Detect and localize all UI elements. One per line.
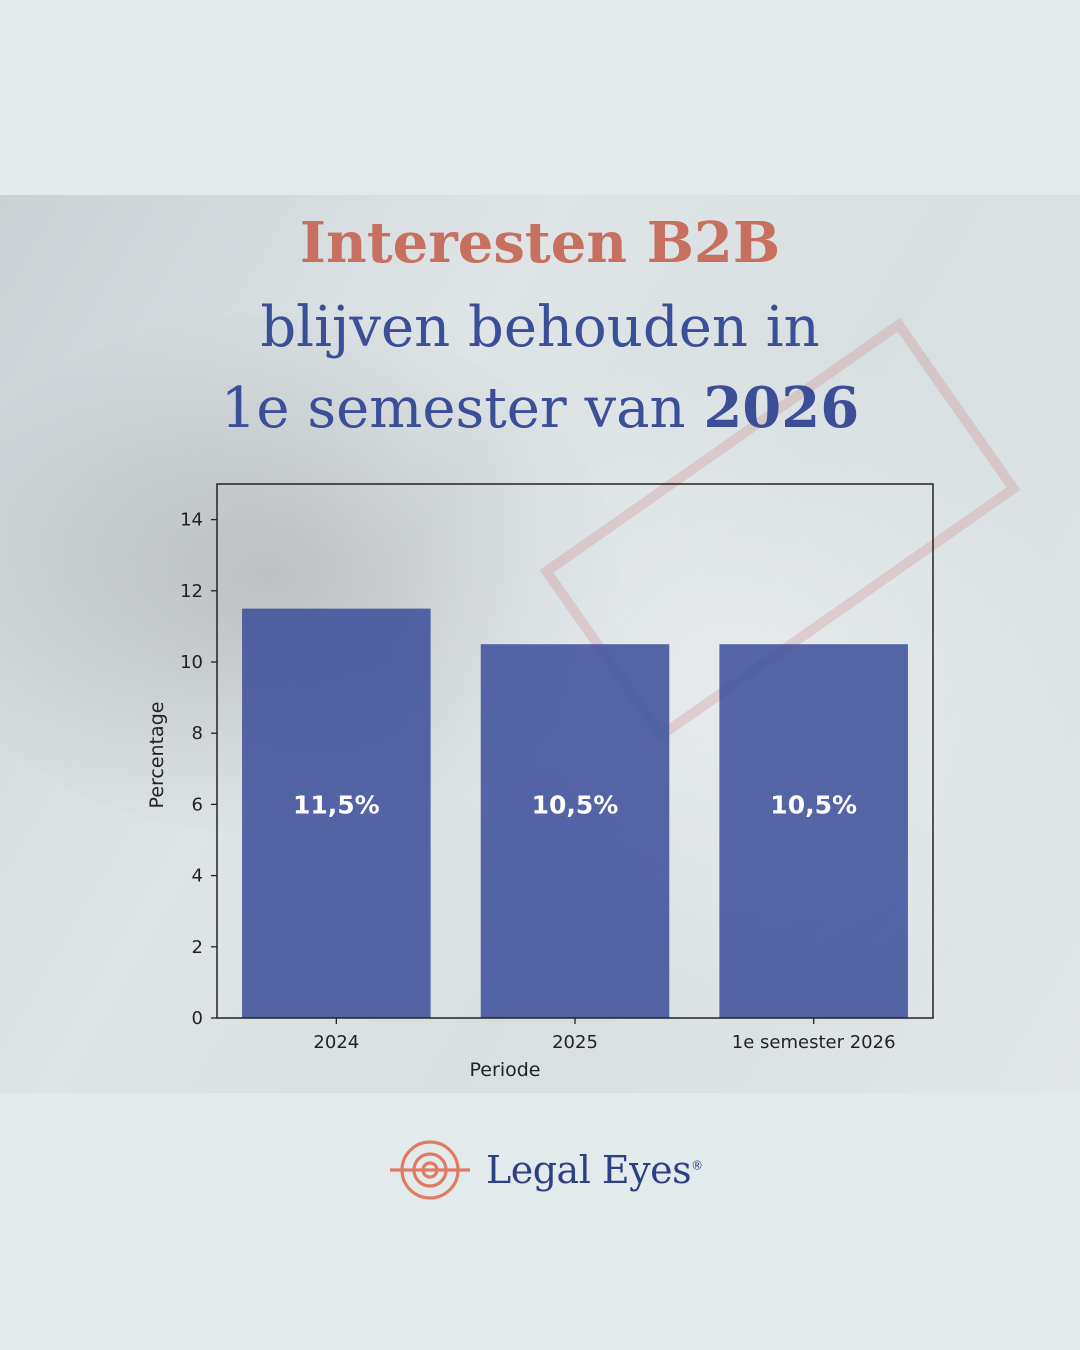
y-tick-label-7: 14	[180, 510, 203, 531]
bar-data-label-1: 10,5%	[532, 790, 619, 819]
brand-name: Legal Eyes®	[486, 1148, 703, 1192]
brand-logo: Legal Eyes®	[388, 1135, 703, 1205]
headline-year: 2026	[703, 375, 860, 441]
y-tick-label-1: 2	[192, 937, 203, 958]
headline-line-3-prefix: 1e semester van	[220, 376, 704, 441]
headline-accent: Interesten B2B	[299, 210, 781, 276]
registered-mark: ®	[691, 1158, 703, 1173]
plot-frame	[216, 483, 934, 1019]
background-photo	[0, 195, 1080, 1093]
headline-line-2: blijven behouden in	[260, 295, 820, 360]
x-tick-label-2: 1e semester 2026	[732, 1032, 896, 1053]
headline-line-3: 1e semester van 2026	[0, 375, 1080, 441]
y-tick-label-3: 6	[192, 794, 203, 815]
bar-data-label-2: 10,5%	[770, 790, 857, 819]
bar-1	[480, 644, 670, 1018]
y-tick-label-0: 0	[192, 1008, 203, 1029]
y-tick-label-2: 4	[192, 866, 203, 887]
bar-chart: 11,5% 2024 10,5% 2025 10,5% 1e semester 2026 0…	[146, 483, 934, 1081]
bar-data-label-0: 11,5%	[293, 790, 380, 819]
y-tick-label-4: 8	[192, 723, 203, 744]
x-tick-label-0: 2024	[313, 1032, 359, 1053]
y-tick-label-6: 12	[180, 581, 203, 602]
brand-name-text: Legal Eyes	[486, 1148, 692, 1192]
target-eye-icon	[390, 1140, 470, 1200]
x-tick-label-1: 2025	[552, 1032, 598, 1053]
y-axis-label: Percentage	[146, 702, 168, 809]
bar-2	[719, 644, 908, 1018]
x-axis-label: Periode	[470, 1059, 541, 1081]
bar-0	[242, 608, 431, 1018]
y-tick-label-5: 10	[180, 652, 203, 673]
